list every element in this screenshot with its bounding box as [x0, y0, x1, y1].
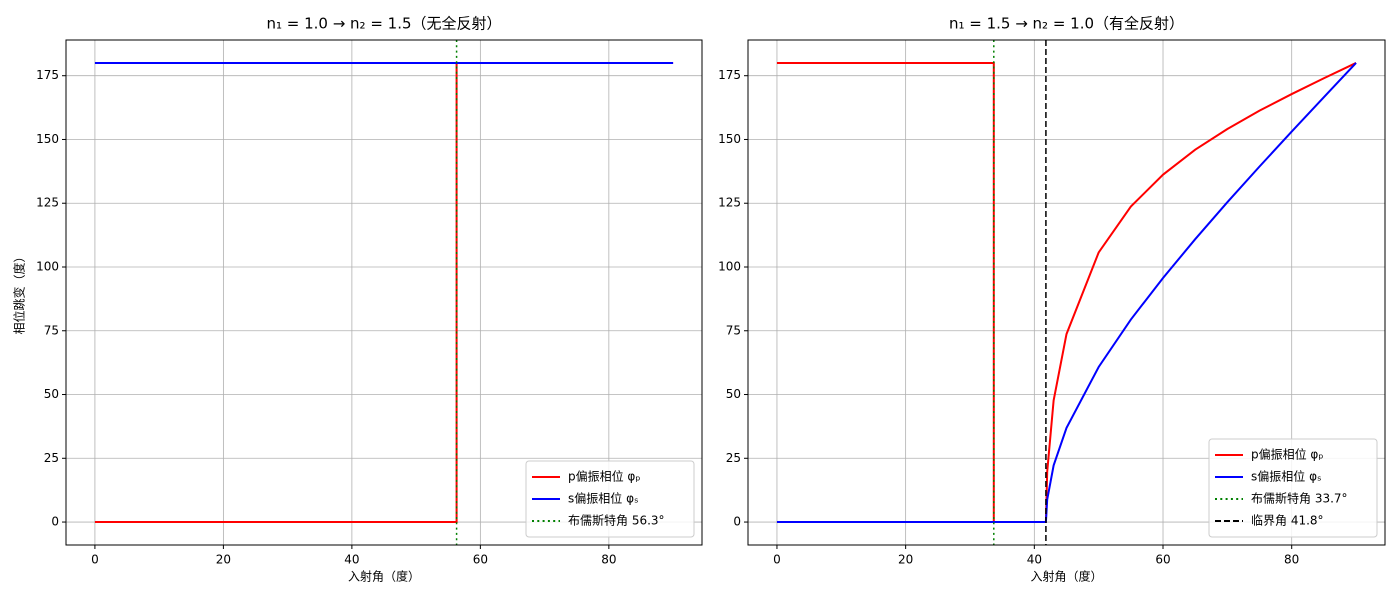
x-tick-label: 40 — [344, 553, 359, 567]
x-tick-label: 80 — [1284, 553, 1299, 567]
x-axis-label: 入射角（度） — [348, 569, 420, 584]
y-tick-label: 0 — [51, 515, 59, 529]
legend-label: s偏振相位 φₛ — [568, 491, 638, 506]
axes-frame — [747, 39, 1386, 546]
x-tick-label: 60 — [1155, 553, 1170, 567]
legend-box — [1208, 438, 1378, 538]
chart-title: n₁ = 1.5 → n₂ = 1.0（有全反射） — [949, 15, 1184, 33]
legend-label: 布儒斯特角 33.7° — [1251, 491, 1348, 506]
y-tick-label: 125 — [718, 196, 741, 210]
x-tick-label: 0 — [91, 553, 99, 567]
x-axis-label: 入射角（度） — [1030, 569, 1102, 584]
y-tick-label: 175 — [36, 68, 59, 82]
y-tick-label: 25 — [726, 451, 741, 465]
legend-label: p偏振相位 φₚ — [568, 469, 641, 484]
y-tick-label: 150 — [718, 132, 741, 146]
y-tick-label: 100 — [718, 259, 741, 273]
y-tick-label: 175 — [718, 68, 741, 82]
legend-label: s偏振相位 φₛ — [1251, 469, 1321, 484]
y-tick-label: 25 — [44, 451, 59, 465]
x-tick-label: 40 — [1027, 553, 1042, 567]
x-tick-label: 20 — [216, 553, 231, 567]
series-line — [94, 61, 674, 524]
x-tick-label: 0 — [773, 553, 781, 567]
legend-label: 临界角 41.8° — [1251, 514, 1324, 528]
y-tick-label: 75 — [44, 323, 59, 337]
y-tick-label: 125 — [36, 196, 59, 210]
legend-label: 布儒斯特角 56.3° — [568, 513, 665, 528]
y-axis-label: 相位跳变（度） — [12, 250, 27, 334]
series-line — [776, 62, 1357, 524]
chart-title: n₁ = 1.0 → n₂ = 1.5（无全反射） — [266, 15, 501, 33]
y-tick-label: 50 — [44, 387, 59, 401]
legend-box — [525, 460, 695, 538]
x-tick-label: 60 — [473, 553, 488, 567]
y-tick-label: 50 — [726, 387, 741, 401]
x-tick-label: 20 — [898, 553, 913, 567]
y-tick-label: 75 — [726, 323, 741, 337]
legend-label: p偏振相位 φₚ — [1251, 447, 1324, 462]
x-tick-label: 80 — [601, 553, 616, 567]
y-tick-label: 100 — [36, 259, 59, 273]
y-tick-label: 150 — [36, 132, 59, 146]
y-tick-label: 0 — [733, 515, 741, 529]
axes-frame — [65, 39, 703, 546]
